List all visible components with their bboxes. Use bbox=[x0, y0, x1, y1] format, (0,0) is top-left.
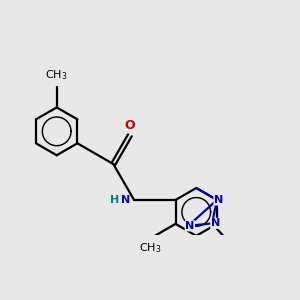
Text: O: O bbox=[124, 119, 135, 132]
Text: N: N bbox=[185, 221, 194, 231]
Text: O: O bbox=[124, 119, 135, 132]
Text: CH$_3$: CH$_3$ bbox=[45, 68, 68, 82]
Text: H: H bbox=[110, 195, 119, 205]
Text: CH$_3$: CH$_3$ bbox=[140, 241, 162, 255]
Text: N: N bbox=[211, 218, 220, 228]
Text: N: N bbox=[214, 195, 223, 205]
Text: N: N bbox=[122, 195, 131, 205]
